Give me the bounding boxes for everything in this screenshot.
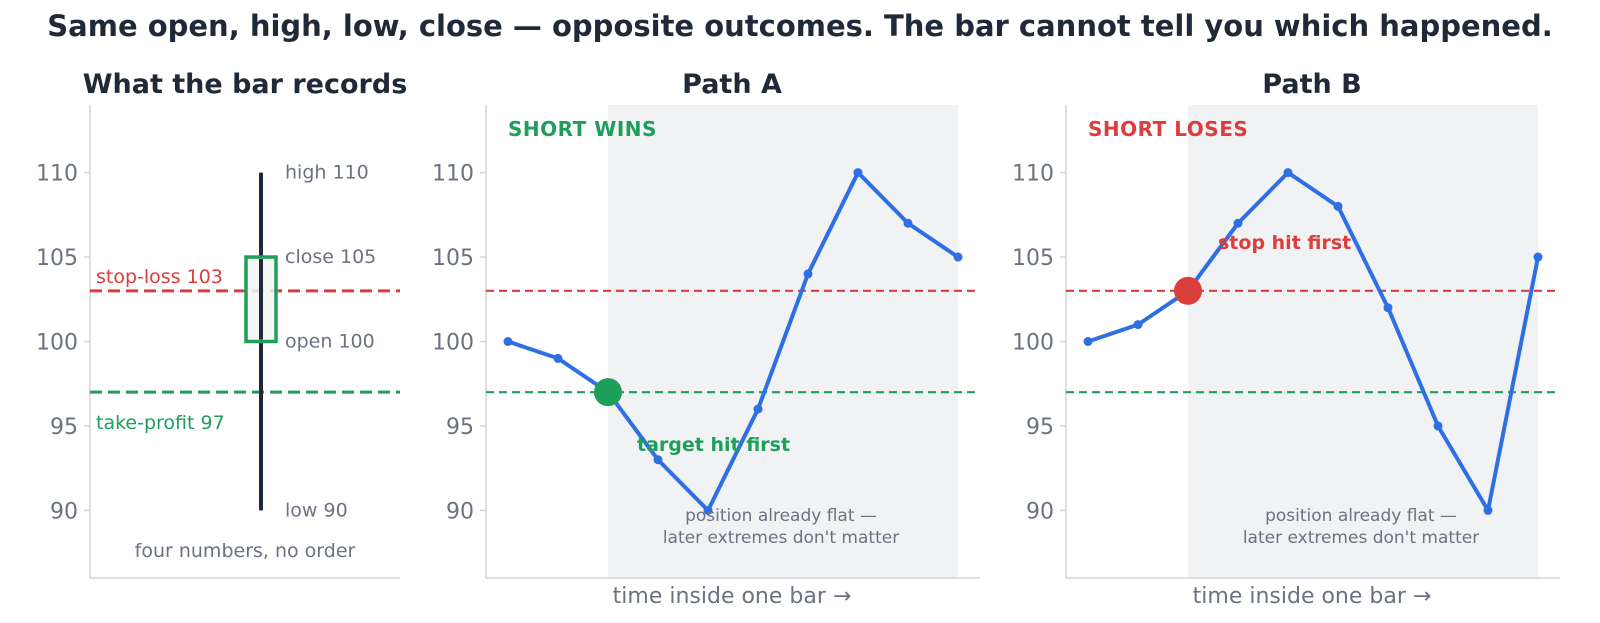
- price-point: [653, 455, 663, 465]
- price-point: [903, 218, 913, 228]
- outcome-label: SHORT LOSES: [1088, 117, 1248, 141]
- event-marker: [1174, 276, 1202, 305]
- price-point: [1133, 320, 1143, 330]
- figure-title: Same open, high, low, close — opposite o…: [47, 9, 1552, 43]
- y-tick-label: 105: [36, 246, 78, 271]
- price-levels: [1066, 289, 1560, 394]
- price-point: [853, 168, 863, 178]
- close-label: close 105: [285, 246, 376, 268]
- price-line: [1087, 170, 1540, 513]
- y-tick-label: 90: [1026, 499, 1054, 524]
- y-tick-label: 90: [50, 499, 78, 524]
- candle: [244, 172, 278, 511]
- price-line: [507, 170, 960, 513]
- caption: four numbers, no order: [135, 540, 356, 562]
- price-point: [1083, 337, 1093, 346]
- price-point: [953, 252, 963, 262]
- event-marker: [594, 378, 622, 407]
- price-point: [1383, 303, 1393, 313]
- y-tick-label: 90: [446, 499, 474, 524]
- panel-title: Path B: [1262, 69, 1361, 100]
- y-ticks: 90 95 100 105 110: [36, 162, 90, 524]
- price-point: [1533, 252, 1543, 262]
- y-ticks: 90 95 100 105 110: [1012, 162, 1066, 524]
- panel-title: What the bar records: [83, 69, 408, 100]
- price-point: [1333, 201, 1343, 211]
- y-tick-label: 105: [1012, 246, 1054, 271]
- y-tick-label: 100: [36, 331, 78, 356]
- panel-title: Path A: [682, 69, 782, 100]
- price-point: [1283, 168, 1293, 178]
- shade-note-line-2: later extremes don't matter: [663, 528, 899, 548]
- panel-path-a: Path A 90 95 100 105 110 SHORT WINS target h…: [432, 69, 980, 609]
- event-label: target hit first: [637, 434, 790, 456]
- shade-note-line-1: position already flat —: [1265, 506, 1457, 526]
- price-point: [503, 337, 513, 346]
- open-label: open 100: [285, 331, 375, 353]
- y-tick-label: 100: [432, 331, 474, 356]
- ohlc-labels: high 110 close 105 open 100 low 90: [285, 162, 376, 522]
- y-tick-label: 100: [1012, 331, 1054, 356]
- panel-bar-records: What the bar records 90 95 100 105 110 stop-…: [36, 69, 408, 579]
- price-point: [703, 505, 713, 515]
- price-path: [1083, 168, 1543, 515]
- panel-path-b: Path B 90 95 100 105 110 SHORT LOSES stop hi…: [1012, 69, 1560, 609]
- price-point: [553, 353, 563, 363]
- low-label: low 90: [285, 499, 348, 521]
- price-point: [803, 269, 813, 279]
- y-tick-label: 110: [1012, 162, 1054, 187]
- shade-note-line-2: later extremes don't matter: [1243, 528, 1479, 548]
- price-levels: stop-loss 103 take-profit 97: [90, 266, 400, 434]
- y-tick-label: 95: [446, 415, 474, 440]
- y-tick-label: 110: [432, 162, 474, 187]
- price-point: [1483, 505, 1493, 515]
- x-axis-label: time inside one bar →: [613, 584, 852, 609]
- high-label: high 110: [285, 162, 369, 184]
- y-tick-label: 110: [36, 162, 78, 187]
- stop-loss-label: stop-loss 103: [96, 266, 223, 288]
- shade-note-line-1: position already flat —: [685, 506, 877, 526]
- x-axis-label: time inside one bar →: [1193, 584, 1432, 609]
- y-tick-label: 105: [432, 246, 474, 271]
- outcome-label: SHORT WINS: [508, 117, 657, 141]
- y-ticks: 90 95 100 105 110: [432, 162, 486, 524]
- price-point: [1433, 421, 1443, 431]
- price-path: [503, 168, 963, 515]
- price-levels: [486, 289, 980, 394]
- price-point: [1233, 218, 1243, 228]
- take-profit-label: take-profit 97: [96, 412, 225, 434]
- y-tick-label: 95: [1026, 415, 1054, 440]
- price-point: [753, 404, 763, 414]
- event-label: stop hit first: [1218, 232, 1351, 254]
- y-tick-label: 95: [50, 415, 78, 440]
